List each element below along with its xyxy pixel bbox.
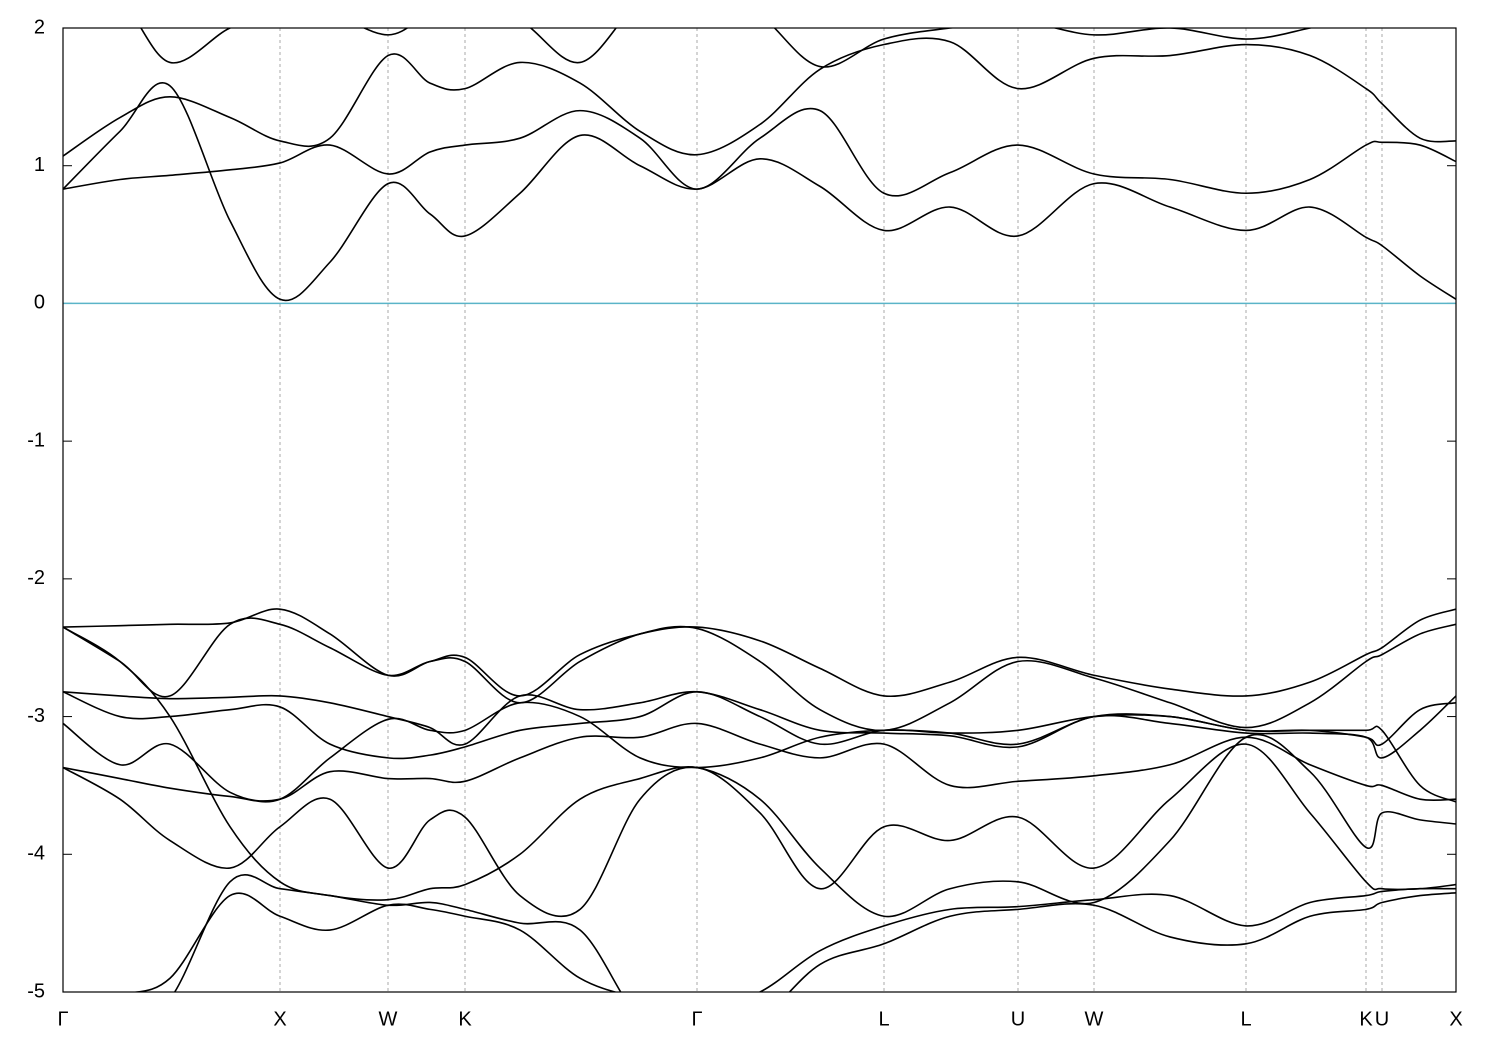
labels: 210-1-2-3-4-5Γ X W K Γ L U W L K U X [27,16,1462,1030]
y-tick-label: 0 [34,292,45,314]
band-line [140,28,1314,68]
x-tick-label: L [878,1008,889,1030]
x-tick-label: K [458,1008,472,1030]
y-tick-label: -1 [27,429,45,451]
band-line [63,82,1456,302]
x-tick-label: W [379,1008,398,1030]
x-tick-label: W [1085,1008,1104,1030]
x-tick-label: Γ [691,1008,702,1030]
band-line [63,690,1456,760]
band-line [63,617,1456,732]
band-line [173,874,1456,992]
y-tick-label: 1 [34,154,45,176]
band-line [63,37,1456,157]
band-line [63,107,1456,197]
y-tick-label: 2 [34,16,45,38]
y-tick-label: -3 [27,705,45,727]
band-line [63,608,1456,698]
x-tick-label: U [1375,1008,1389,1030]
bands [63,28,1456,992]
x-tick-label: U [1011,1008,1025,1030]
band-line [130,887,1456,992]
x-tick-label: Γ [57,1008,68,1030]
y-tick-label: -5 [27,980,45,1002]
band-line [63,743,1456,918]
x-tick-label: L [1240,1008,1251,1030]
band-line [63,701,1456,803]
x-tick-label: X [273,1008,286,1030]
x-tick-label: K [1359,1008,1373,1030]
y-tick-label: -4 [27,843,45,865]
band-line [63,722,1456,802]
band-line [63,690,1456,759]
x-tick-label: X [1449,1008,1462,1030]
y-tick-label: -2 [27,567,45,589]
band-line [63,626,1456,918]
grid [62,27,1457,993]
plot-frame [62,27,1457,993]
